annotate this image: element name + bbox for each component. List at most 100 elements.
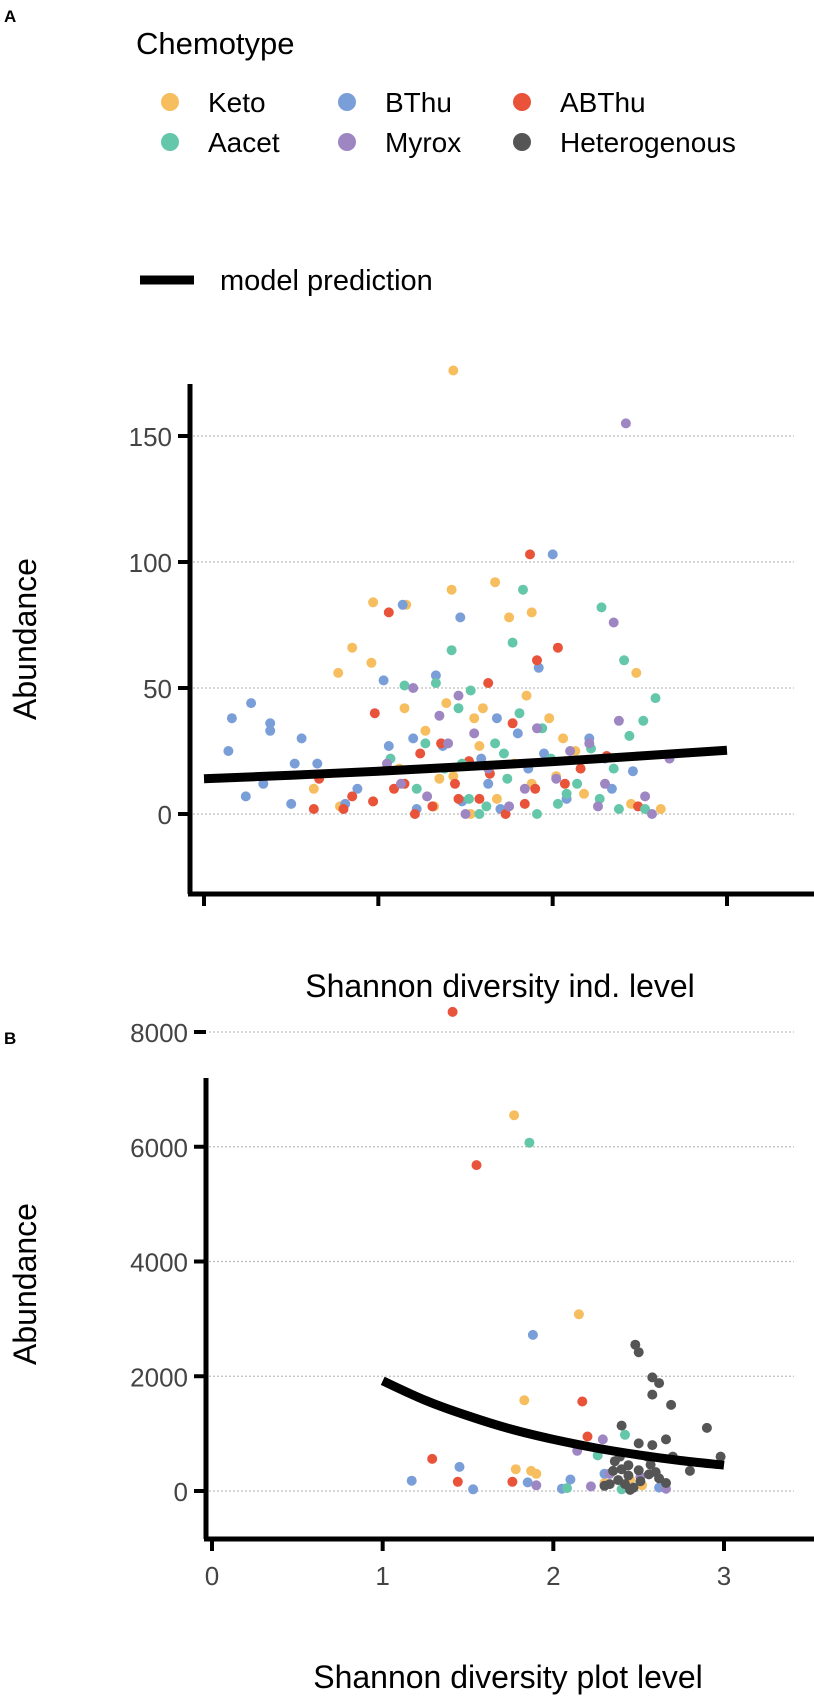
point-myrox [597, 1434, 608, 1445]
point-keto [579, 788, 589, 799]
point-abthu [474, 793, 485, 804]
point-myrox [600, 778, 610, 789]
point-keto [573, 1309, 584, 1320]
panel-a: 0 50 100 150 Shannon diversity ind. level A… [7, 365, 814, 1004]
point-keto [509, 1110, 520, 1121]
point-heterogenous [616, 1464, 627, 1475]
panel-a-y-tick-label: 150 [129, 422, 172, 452]
point-aacet [552, 798, 563, 809]
point-heterogenous [647, 1372, 658, 1383]
legend-label-aacet: Aacet [208, 127, 280, 158]
legend: Chemotype Keto BThu ABThu Aacet Myrox Heterog… [136, 26, 736, 297]
point-heterogenous [625, 1484, 636, 1495]
point-keto [446, 584, 457, 595]
panel-a-x-ticks [202, 894, 729, 906]
legend-swatch-heterogenous [513, 133, 531, 151]
point-bthu [491, 713, 502, 724]
point-aacet [620, 1429, 630, 1440]
panel-a-x-label: Shannon diversity ind. level [305, 968, 695, 1004]
panel-label-b: B [4, 1029, 16, 1048]
point-keto [333, 667, 344, 678]
point-heterogenous [623, 1470, 634, 1481]
legend-label-heterogenous: Heterogenous [560, 127, 736, 158]
point-bthu [258, 778, 269, 789]
point-abthu [575, 763, 586, 774]
point-myrox [584, 738, 595, 749]
point-bthu [397, 599, 408, 610]
point-bthu [522, 1477, 533, 1488]
panel-a-gridlines [193, 435, 794, 815]
point-bthu [226, 713, 237, 724]
point-abthu [471, 1160, 482, 1171]
legend-label-myrox: Myrox [385, 127, 461, 158]
point-aacet [640, 804, 651, 814]
point-aacet [453, 703, 464, 714]
point-aacet [446, 645, 457, 656]
point-myrox [382, 758, 392, 769]
point-myrox [640, 791, 651, 802]
point-aacet [481, 801, 492, 812]
point-aacet [594, 793, 605, 804]
legend-title: Chemotype [136, 26, 295, 61]
point-bthu [454, 1461, 465, 1472]
point-abthu [507, 1476, 518, 1487]
point-bthu [289, 758, 300, 769]
point-aacet [562, 1483, 572, 1494]
point-keto [477, 703, 488, 714]
point-abthu [369, 708, 380, 719]
point-myrox [620, 418, 631, 429]
point-abthu [552, 642, 563, 653]
point-bthu [606, 783, 617, 794]
point-abthu [450, 778, 460, 789]
point-keto [504, 612, 515, 623]
point-keto [655, 804, 666, 814]
legend-swatch-aacet [161, 133, 179, 151]
point-myrox [408, 683, 419, 693]
point-myrox [422, 791, 433, 802]
point-keto [448, 365, 459, 376]
legend-label-bthu: BThu [385, 87, 452, 118]
point-aacet [619, 655, 630, 666]
point-abthu [308, 804, 319, 814]
legend-label-keto: Keto [208, 87, 266, 118]
point-bthu [240, 791, 251, 802]
point-myrox [608, 617, 619, 628]
point-keto [366, 657, 377, 668]
point-keto [308, 783, 319, 794]
point-heterogenous [608, 1465, 619, 1476]
point-keto [448, 771, 459, 782]
point-bthu [455, 612, 466, 623]
point-abthu [532, 655, 542, 666]
point-myrox [443, 738, 454, 749]
point-aacet [650, 693, 661, 704]
point-heterogenous [633, 1438, 644, 1449]
point-myrox [460, 809, 471, 819]
panel-b-points [406, 1006, 726, 1495]
point-bthu [483, 778, 494, 789]
point-bthu [265, 718, 276, 729]
point-myrox [469, 728, 480, 739]
point-heterogenous [616, 1420, 627, 1431]
panel-b-gridlines [209, 1031, 794, 1492]
point-aacet [411, 783, 422, 794]
point-myrox [613, 715, 624, 726]
point-aacet [514, 708, 525, 719]
point-aacet [498, 748, 509, 759]
panel-b-x-tick-label: 3 [717, 1561, 731, 1591]
point-abthu [452, 1476, 463, 1487]
point-myrox [453, 690, 464, 701]
point-aacet [608, 763, 619, 774]
point-aacet [464, 793, 474, 804]
point-aacet [624, 730, 635, 741]
panel-b-y-label: Abundance [7, 1203, 43, 1365]
point-aacet [430, 678, 441, 688]
point-abthu [525, 549, 535, 560]
point-keto [491, 793, 502, 804]
point-bthu [296, 733, 307, 744]
point-myrox [593, 801, 603, 812]
point-aacet [399, 680, 410, 691]
point-abthu [559, 778, 570, 789]
point-bthu [378, 675, 389, 686]
panel-b-model-line [380, 1376, 725, 1470]
